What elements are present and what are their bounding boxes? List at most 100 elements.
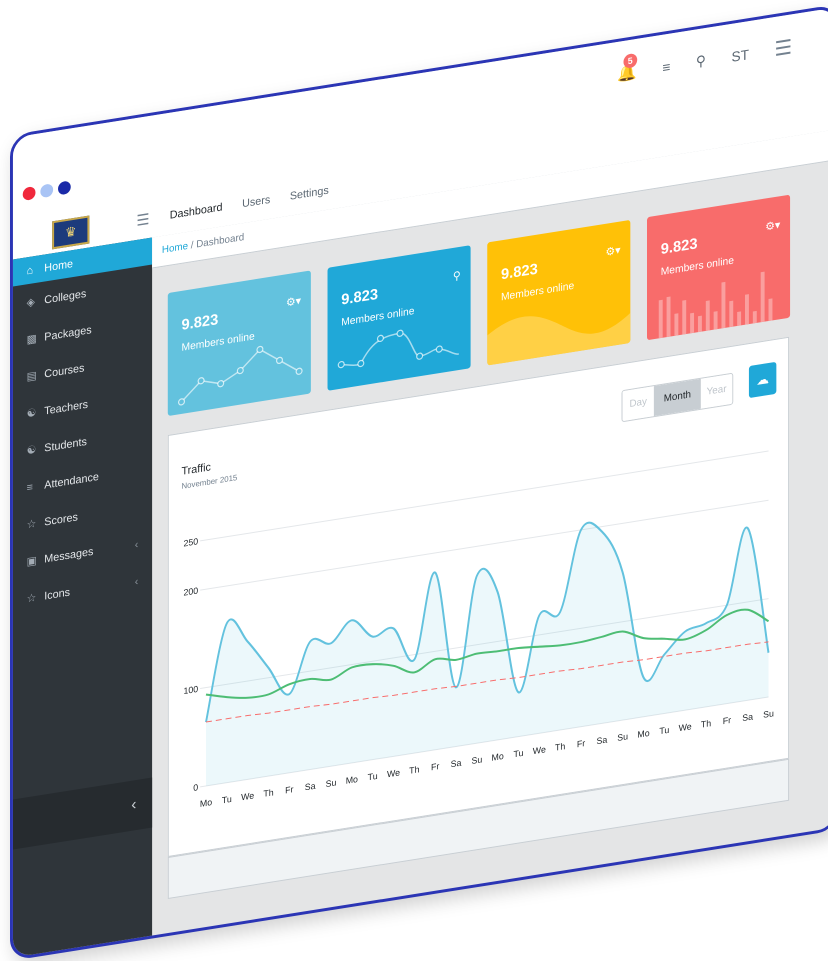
traffic-chart: 0 100 200 250 Mo Tu We Th Fr Sa Su Mo Tu We Th Fr Sa Su Mo… <box>183 450 774 809</box>
x-tick-label: Sa <box>451 758 462 770</box>
mini-bar-chart <box>658 271 773 339</box>
main-content: Home / Dashboard 9.823 Members online ⚙▾… <box>152 129 828 938</box>
gridline <box>200 696 769 788</box>
stat-card-1: 9.823 Members online ⚙▾ <box>167 270 311 417</box>
x-tick-label: Su <box>763 708 774 720</box>
sidebar-item-label: Home <box>44 257 74 275</box>
stat-card-2: 9.823 Members online ⚲ <box>327 245 471 391</box>
x-tick-label: We <box>241 790 254 802</box>
chevron-left-icon: ‹ <box>134 575 139 588</box>
location-pin-icon[interactable]: ⚲ <box>695 51 706 70</box>
series-line-0 <box>205 521 770 723</box>
sidebar-minimizer[interactable]: ‹ <box>12 777 153 850</box>
x-tick-label: Mo <box>346 774 358 786</box>
gridline <box>200 450 769 542</box>
sidebar-item-label: Teachers <box>44 398 89 418</box>
series-area-0 <box>206 522 769 786</box>
user-initials[interactable]: ST <box>731 45 749 65</box>
sidebar-toggle-icon[interactable]: ☰ <box>136 210 150 231</box>
sitemap-icon: ▩ <box>26 332 37 347</box>
x-tick-label: Th <box>409 764 419 776</box>
x-tick-label: Fr <box>577 738 585 749</box>
book-icon: ▤ <box>26 369 37 384</box>
traffic-title: Traffic <box>181 461 211 478</box>
chevron-left-icon: ‹ <box>134 538 139 551</box>
sidebar-item-label: Attendance <box>44 470 99 492</box>
period-year-button[interactable]: Year <box>700 373 733 409</box>
star-icon: ☆ <box>26 591 37 606</box>
series-line-2 <box>206 641 769 723</box>
x-tick-label: Th <box>263 787 273 799</box>
x-tick-label: Su <box>471 754 482 766</box>
mini-area-chart <box>487 312 631 366</box>
location-pin-icon[interactable]: ⚲ <box>452 269 461 283</box>
stat-card-3: 9.823 Members online ⚙▾ <box>487 219 631 366</box>
x-tick-label: Fr <box>723 715 731 726</box>
cloud-download-icon: ☁ <box>756 370 770 388</box>
x-tick-label: Tu <box>222 794 232 806</box>
stat-value: 9.823 <box>341 285 379 309</box>
breadcrumb-home[interactable]: Home <box>161 240 189 256</box>
x-tick-label: We <box>387 767 400 779</box>
sidebar: ⌂ Home ◈ Colleges ▩ Packages ▤ Courses ☯ Teac… <box>12 237 153 960</box>
stat-cards: 9.823 Members online ⚙▾ 9.823 Members on… <box>167 194 791 417</box>
x-tick-label: Sa <box>742 711 753 723</box>
message-icon: ▣ <box>26 554 37 569</box>
x-tick-label: Sa <box>305 781 316 793</box>
x-tick-label: Tu <box>514 748 524 760</box>
list-icon: ≡ <box>26 480 33 494</box>
gear-icon[interactable]: ⚙▾ <box>605 244 621 259</box>
graduation-cap-icon: ◈ <box>26 296 35 310</box>
header-tools: 🔔 5 ≡ ⚲ ST ☰ <box>617 34 792 87</box>
period-day-button[interactable]: Day <box>622 386 654 422</box>
x-tick-label: Th <box>701 718 711 730</box>
period-selector: Day Month Year <box>621 372 734 423</box>
cloud-download-button[interactable]: ☁ <box>748 361 777 399</box>
home-icon: ⌂ <box>26 263 34 277</box>
close-window-dot[interactable] <box>22 185 36 201</box>
sidebar-item-label: Messages <box>44 545 94 566</box>
y-tick-label: 0 <box>193 782 198 793</box>
browser-window: 🔔 5 ≡ ⚲ ST ☰ ♛ ☰ Dashboard Users Settings… <box>10 3 828 961</box>
y-tick-label: 200 <box>183 585 198 597</box>
x-tick-label: Su <box>326 777 337 789</box>
teacher-icon: ☯ <box>26 406 37 421</box>
y-tick-label: 250 <box>183 536 198 548</box>
x-tick-label: Tu <box>659 725 669 737</box>
gear-icon[interactable]: ⚙▾ <box>765 219 781 234</box>
x-tick-label: Fr <box>431 761 439 772</box>
gear-icon[interactable]: ⚙▾ <box>285 294 302 310</box>
sidebar-item-label: Colleges <box>44 287 87 307</box>
series-line-1 <box>205 608 770 699</box>
menu-icon[interactable]: ☰ <box>774 36 793 62</box>
stat-value: 9.823 <box>500 260 538 284</box>
mini-line-chart <box>177 345 303 406</box>
bell-icon[interactable]: 🔔 5 <box>617 52 638 84</box>
mini-line-chart <box>337 329 459 369</box>
brand-logo[interactable]: ♛ <box>52 215 90 250</box>
sidebar-item-label: Students <box>44 435 87 455</box>
nav-settings[interactable]: Settings <box>289 184 329 203</box>
x-tick-label: Mo <box>637 728 649 740</box>
maximize-window-dot[interactable] <box>58 180 71 196</box>
x-tick-label: Mo <box>492 751 504 763</box>
x-tick-label: Su <box>617 731 628 743</box>
period-month-button[interactable]: Month <box>653 378 701 417</box>
sidebar-item-label: Courses <box>44 361 85 381</box>
sidebar-item-label: Scores <box>44 510 78 529</box>
star-icon: ☆ <box>26 517 37 532</box>
student-icon: ☯ <box>26 443 37 458</box>
breadcrumb-separator: / <box>190 239 194 252</box>
list-icon[interactable]: ≡ <box>662 58 671 76</box>
x-tick-label: Mo <box>200 797 212 809</box>
nav-users[interactable]: Users <box>242 193 271 211</box>
stat-card-4: 9.823 Members online ⚙▾ <box>647 194 791 341</box>
nav-dashboard[interactable]: Dashboard <box>169 201 223 222</box>
minimize-window-dot[interactable] <box>40 183 54 199</box>
sidebar-item-label: Packages <box>44 323 92 344</box>
stat-value: 9.823 <box>660 235 698 259</box>
sidebar-item-label: Icons <box>44 585 71 603</box>
x-tick-label: We <box>533 744 546 756</box>
x-tick-label: Fr <box>285 784 293 795</box>
traffic-card: Traffic November 2015 Day Month Year ☁ 0… <box>167 336 790 858</box>
